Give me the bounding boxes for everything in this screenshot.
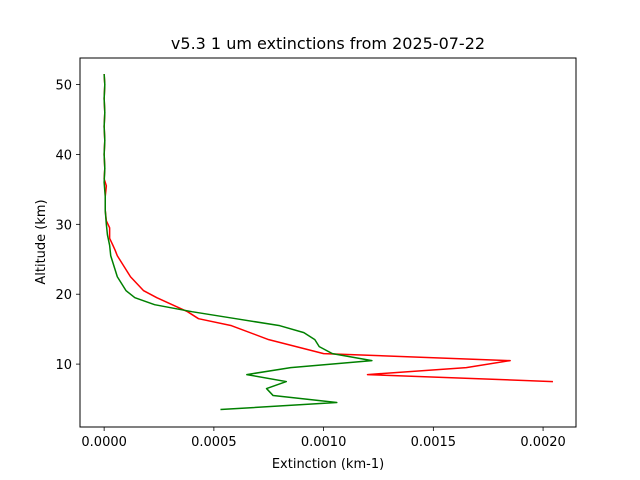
y-axis: 10 20 30 40 50	[55, 79, 80, 373]
y-tick-label: 30	[55, 218, 72, 233]
y-tick-label: 50	[55, 79, 72, 94]
y-tick-label: 20	[55, 288, 72, 303]
x-axis-label: Extinction (km-1)	[272, 457, 384, 472]
x-tick-label: 0.0020	[520, 435, 566, 450]
x-tick-label: 0.0005	[191, 435, 237, 450]
x-axis: 0.0000 0.0005 0.0010 0.0015 0.0020	[81, 427, 566, 450]
plot-frame	[79, 57, 577, 428]
y-tick-label: 10	[55, 358, 72, 373]
x-tick-label: 0.0015	[411, 435, 457, 450]
y-axis-label: Altitude (km)	[34, 199, 49, 284]
x-tick-label: 0.0000	[81, 435, 127, 450]
series-line-2	[103, 74, 373, 411]
chart-title: v5.3 1 um extinctions from 2025-07-22	[171, 34, 485, 53]
x-tick-label: 0.0010	[301, 435, 347, 450]
y-tick-label: 40	[55, 148, 72, 163]
series-line-1	[103, 74, 553, 383]
